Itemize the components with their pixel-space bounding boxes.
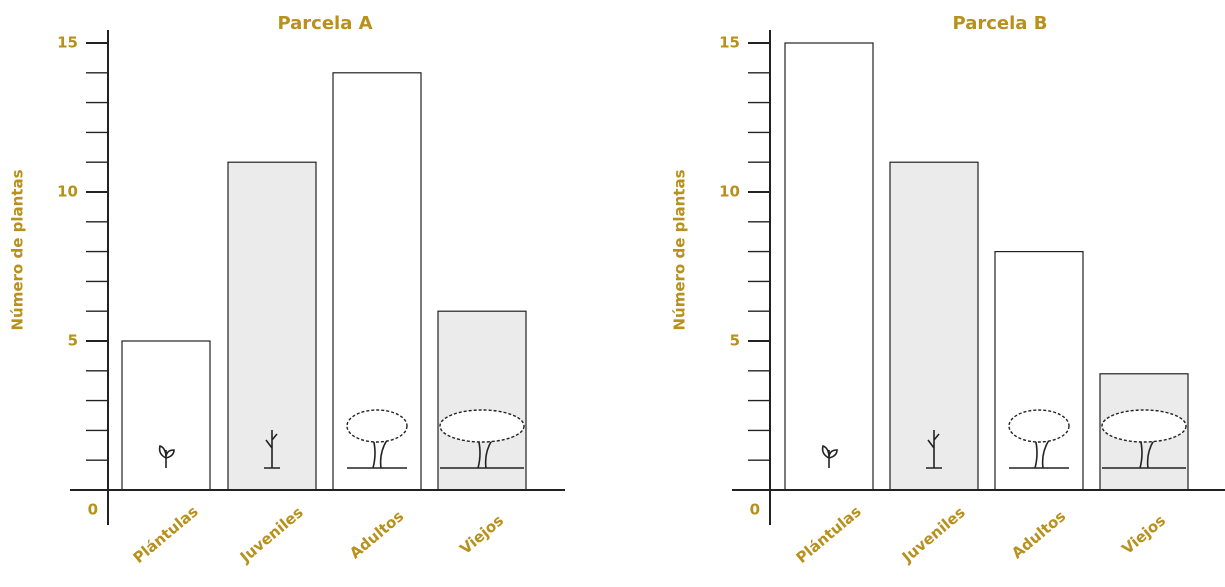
y-tick-label: 15 bbox=[719, 34, 740, 52]
y-tick-label: 15 bbox=[57, 34, 78, 52]
x-tick-label: Viejos bbox=[456, 511, 507, 558]
bar bbox=[785, 43, 873, 490]
chart: Parcela A Número de plantas Plántulas Juven… bbox=[9, 13, 566, 567]
y-axis-label: Número de plantas bbox=[9, 169, 27, 330]
y-tick-label: 5 bbox=[730, 332, 740, 350]
x-tick-label: Juveniles bbox=[898, 503, 969, 567]
y-tick-label: 5 bbox=[68, 332, 78, 350]
bar bbox=[438, 311, 526, 490]
plant-icon bbox=[347, 410, 407, 442]
plant-icon bbox=[1102, 410, 1186, 442]
y-tick-label: 10 bbox=[719, 183, 740, 201]
plant-icon bbox=[440, 410, 524, 442]
chart: Parcela B Número de plantas Plántulas Juven… bbox=[671, 13, 1225, 567]
y-tick-label: 0 bbox=[750, 501, 760, 519]
bar bbox=[995, 252, 1083, 490]
chart-title: Parcela A bbox=[277, 13, 372, 34]
x-tick-label: Plántulas bbox=[130, 502, 202, 567]
chart-title: Parcela B bbox=[953, 13, 1048, 34]
x-tick-label: Adultos bbox=[346, 507, 407, 562]
charts: Parcela A Número de plantas Plántulas Juven… bbox=[0, 0, 1225, 587]
y-axis-label: Número de plantas bbox=[671, 169, 689, 330]
x-tick-label: Plántulas bbox=[793, 502, 865, 567]
x-tick-label: Adultos bbox=[1008, 507, 1069, 562]
x-tick-label: Juveniles bbox=[236, 503, 307, 567]
x-tick-label: Viejos bbox=[1118, 511, 1169, 558]
y-tick-label: 10 bbox=[57, 183, 78, 201]
y-tick-label: 0 bbox=[88, 501, 98, 519]
plant-icon bbox=[1009, 410, 1069, 442]
